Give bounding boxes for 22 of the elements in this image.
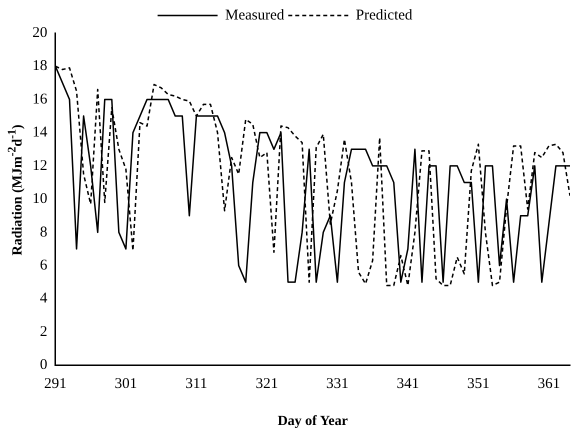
y-tick-label: 20 [32,24,48,41]
x-tick-label: 361 [538,376,560,392]
y-tick-label: 2 [40,324,48,340]
x-axis-title: Day of Year [278,414,348,430]
x-tick-label: 341 [396,376,420,392]
x-tick-label: 311 [185,376,208,392]
legend-label: Measured [225,7,285,24]
y-tick-label: 12 [32,158,48,174]
y-tick-label: 4 [40,290,48,307]
y-tick-label: 6 [40,257,48,274]
x-tick-label: 321 [256,376,278,392]
x-tick-label: 301 [114,376,138,392]
x-tick-label: 331 [326,376,349,392]
y-tick-label: 10 [32,191,48,208]
x-tick-label: 351 [467,376,490,392]
y-tick-label: 18 [32,58,48,74]
y-tick-label: 14 [32,124,48,141]
y-tick-label: 8 [40,224,48,240]
legend-label: Predicted [356,7,413,24]
y-tick-label: 16 [32,91,48,108]
x-tick-label: 291 [44,376,67,392]
y-tick-label: 0 [40,357,48,374]
